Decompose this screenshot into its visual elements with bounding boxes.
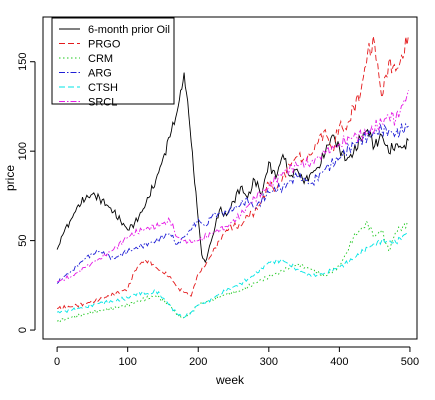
legend-label: CRM [88, 53, 113, 65]
legend-item: ARG [59, 68, 112, 80]
x-tick-label: 200 [189, 356, 207, 368]
x-tick-label: 0 [54, 356, 60, 368]
series-line-arg [56, 122, 409, 284]
legend: 6-month prior Oil PRGO CRM ARG CTSH SRCL [51, 17, 175, 109]
x-axis: 0 100 200 300 400 500 [54, 346, 419, 368]
x-tick-label: 500 [401, 356, 419, 368]
legend-item: CTSH [59, 82, 118, 94]
series-line-prgo [56, 34, 409, 311]
series-line-ctsh [56, 231, 409, 319]
series-line-srcl [56, 90, 409, 283]
y-tick-label: 150 [17, 53, 29, 71]
x-tick-label: 400 [330, 356, 348, 368]
legend-label: SRCL [88, 97, 117, 109]
plot-frame [42, 16, 418, 340]
x-axis-title: week [215, 373, 245, 387]
legend-label: 6-month prior Oil [88, 24, 170, 36]
series-layer [56, 34, 409, 324]
legend-item: PRGO [59, 39, 121, 51]
legend-item: 6-month prior Oil [59, 24, 170, 36]
series-line-crm [57, 220, 409, 324]
x-tick-label: 100 [118, 356, 136, 368]
legend-label: PRGO [88, 39, 121, 51]
legend-box [51, 17, 175, 105]
y-axis-title: price [3, 165, 17, 191]
y-tick-label: 100 [17, 142, 29, 160]
y-tick-label: 0 [17, 327, 29, 333]
y-axis: 0 50 100 150 [17, 53, 36, 333]
legend-label: CTSH [88, 82, 118, 94]
y-tick-label: 50 [17, 234, 29, 246]
legend-item: CRM [59, 53, 113, 65]
legend-label: ARG [88, 68, 112, 80]
x-tick-label: 300 [260, 356, 278, 368]
legend-item: SRCL [59, 97, 117, 109]
